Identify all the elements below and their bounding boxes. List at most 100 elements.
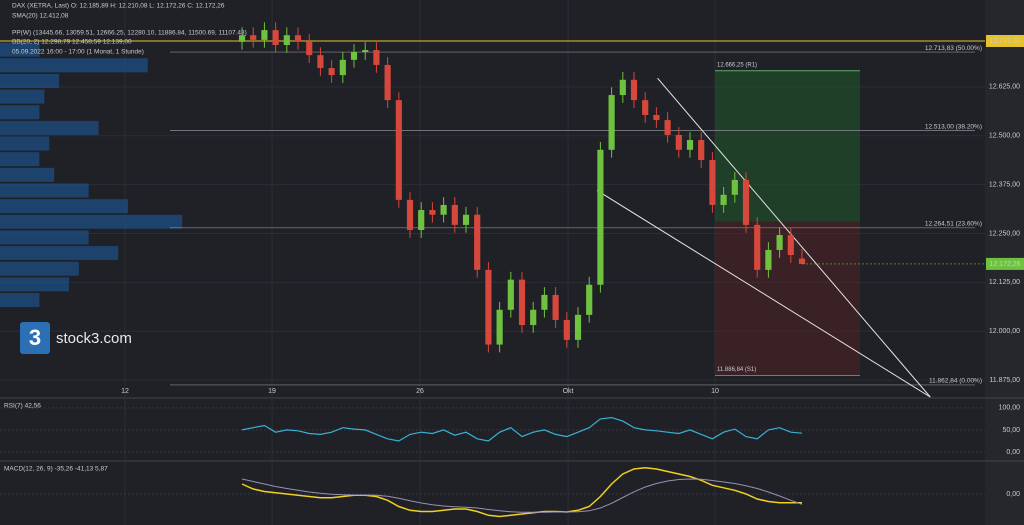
trendline — [596, 190, 931, 398]
x-tick-label: 26 — [416, 388, 424, 395]
candle-body — [350, 52, 358, 60]
y-tick-label: 12.250,00 — [989, 230, 1020, 237]
volume-bar — [0, 199, 129, 214]
candle-body — [552, 294, 559, 320]
candle-body — [798, 258, 806, 264]
y-tick-label: 11.875,00 — [989, 377, 1020, 384]
candle-body — [496, 309, 503, 345]
macd-line — [241, 467, 802, 518]
hline-label: 12.742,20 — [989, 38, 1020, 45]
volume-bar — [0, 214, 183, 229]
x-tick-label: 12 — [121, 388, 129, 395]
candle-body — [429, 210, 436, 215]
candle-body — [261, 30, 268, 40]
volume-bar — [0, 73, 60, 88]
candle-body — [362, 50, 369, 53]
candle-body — [406, 199, 414, 230]
candle-body — [339, 59, 346, 76]
y-tick-label: 50,00 — [1002, 427, 1020, 434]
x-tick-label: 19 — [268, 388, 276, 395]
candle-body — [742, 179, 750, 225]
candle-body — [642, 100, 649, 115]
logo-text: stock3.com — [56, 330, 132, 347]
volume-bar — [0, 246, 119, 261]
volume-bar — [0, 152, 40, 167]
candle-body — [787, 235, 794, 256]
candle-body — [485, 269, 492, 345]
volume-bar — [0, 292, 40, 307]
rsi-line — [241, 416, 803, 442]
candle-body — [619, 79, 626, 96]
candle-body — [474, 214, 481, 270]
volume-bar — [0, 136, 50, 151]
candle-body — [731, 179, 738, 195]
y-tick-label: 0,00 — [1006, 449, 1020, 456]
y-tick-label: 12.500,00 — [989, 133, 1020, 140]
candle-body — [530, 309, 537, 326]
candle-body — [272, 30, 279, 45]
candle-body — [541, 294, 548, 310]
y-tick-label: 100,00 — [999, 405, 1021, 412]
fib-label: 12.264,51 (23.60%) — [925, 221, 982, 228]
volume-bar — [0, 230, 89, 245]
header-line: 05.09.2022 16:00 - 17:00 (1 Monat, 1 Stu… — [12, 49, 144, 56]
candle-body — [686, 140, 694, 150]
candle-body — [630, 79, 638, 101]
volume-bar — [0, 120, 99, 135]
y-tick-label: 12.375,00 — [989, 181, 1020, 188]
candle-body — [440, 204, 447, 215]
candle-body — [317, 55, 324, 69]
volume-bar — [0, 277, 69, 292]
header-line: DAX (XETRA, Last) O: 12.185,89 H: 12.210… — [12, 3, 225, 10]
candle-body — [709, 159, 716, 205]
volume-bar — [0, 105, 40, 120]
volume-bar — [0, 58, 148, 73]
fib-label: 12.513,00 (38.20%) — [925, 123, 982, 130]
candle-body — [754, 224, 761, 270]
candle-body — [373, 50, 380, 65]
y-tick-label: 12.625,00 — [989, 84, 1020, 91]
hline-tag — [986, 34, 1024, 47]
volume-bar — [0, 89, 45, 104]
macd-line — [241, 478, 803, 513]
y-tick-label: 0,00 — [1006, 491, 1020, 498]
volume-bar — [0, 167, 55, 182]
candle-body — [608, 95, 615, 150]
candle-body — [462, 214, 470, 225]
volume-bar — [0, 42, 40, 57]
fib-label: 12.713,83 (50.00%) — [925, 45, 982, 52]
candle-body — [306, 41, 313, 56]
header-line: SMA(20) 12.412,08 — [12, 13, 69, 20]
candle-body — [283, 35, 290, 45]
candle-body — [776, 235, 783, 250]
volume-bar — [0, 261, 79, 276]
zone-label: 12.666,25 (R1) — [717, 62, 757, 68]
target-zone — [715, 70, 860, 222]
candle-body — [294, 35, 302, 42]
candle-body — [720, 194, 727, 205]
zone-label: 11.886,84 (S1) — [717, 367, 756, 373]
x-tick-label: 10 — [711, 388, 719, 395]
candle-body — [586, 284, 593, 315]
candle-body — [328, 68, 335, 76]
candle-body — [451, 204, 458, 225]
candle-body — [574, 314, 582, 340]
candle-body — [698, 140, 705, 160]
volume-bar — [0, 183, 89, 198]
last-price-label: 12.172,26 — [989, 261, 1020, 268]
y-tick-label: 12.000,00 — [989, 328, 1020, 335]
candle-body — [507, 279, 514, 310]
candle-body — [518, 279, 526, 326]
logo-icon: 3 — [29, 325, 41, 350]
panel-title: RSI(7) 42,56 — [4, 403, 41, 410]
candle-body — [675, 134, 682, 150]
candle-body — [418, 210, 425, 230]
candle-body — [384, 64, 391, 101]
candle-body — [597, 149, 604, 285]
stop-zone — [715, 221, 860, 376]
panel-title: MACD(12, 26, 9) -35,26 -41,13 5,87 — [4, 466, 108, 473]
candle-body — [238, 35, 246, 42]
logo-box — [20, 322, 50, 354]
candle-body — [765, 249, 772, 270]
